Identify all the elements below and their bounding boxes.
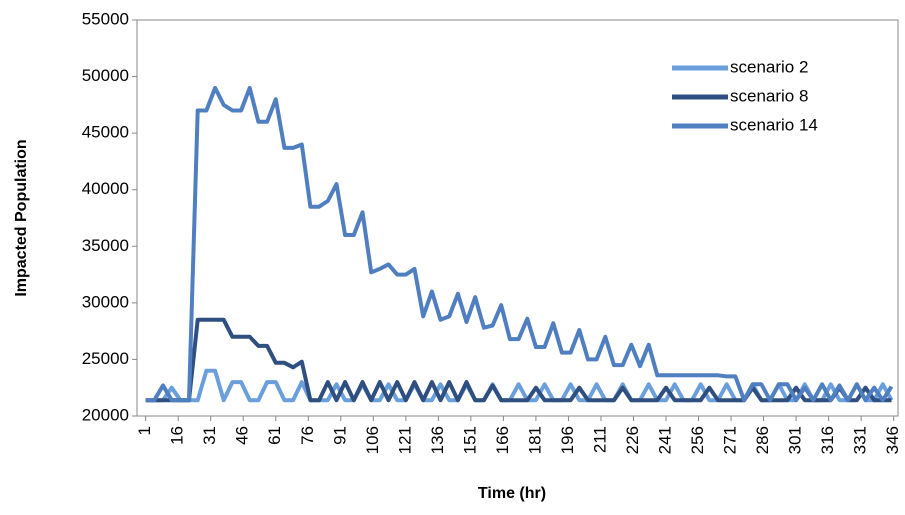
y-tick-label: 50000 [82, 66, 129, 85]
x-tick-label: 346 [883, 426, 902, 454]
x-tick-label: 256 [688, 426, 707, 454]
x-tick-label: 31 [200, 426, 219, 445]
series-line [145, 317, 892, 403]
legend-label: scenario 2 [730, 57, 808, 76]
x-tick-label: 76 [298, 426, 317, 445]
y-tick-label: 35000 [82, 236, 129, 255]
x-tick-label: 271 [721, 426, 740, 454]
y-tick-label: 30000 [82, 292, 129, 311]
legend-label: scenario 14 [730, 115, 818, 134]
y-tick-label: 45000 [82, 123, 129, 142]
series-line [145, 85, 894, 403]
x-tick-label: 286 [753, 426, 772, 454]
x-tick-label: 316 [818, 426, 837, 454]
x-tick-label: 106 [363, 426, 382, 454]
x-tick-label: 46 [233, 426, 252, 445]
x-tick-label: 181 [525, 426, 544, 454]
y-axis-title: Impacted Population [13, 139, 30, 296]
x-tick-label: 211 [590, 426, 609, 453]
y-tick-label: 20000 [82, 405, 129, 424]
x-tick-label: 16 [168, 426, 187, 445]
x-tick-label: 121 [395, 426, 414, 454]
x-tick-label: 1 [135, 426, 154, 435]
plot-area [136, 19, 899, 417]
y-tick-label: 25000 [82, 349, 129, 368]
legend-label: scenario 8 [730, 86, 808, 105]
y-tick-label: 40000 [82, 179, 129, 198]
x-tick-label: 91 [330, 426, 349, 445]
x-tick-label: 226 [623, 426, 642, 454]
x-tick-label: 61 [265, 426, 284, 445]
x-axis-title: Time (hr) [478, 485, 546, 502]
x-tick-label: 151 [460, 426, 479, 454]
x-tick-label: 166 [493, 426, 512, 454]
x-tick-label: 241 [655, 426, 674, 454]
x-tick-label: 136 [428, 426, 447, 454]
x-tick-label: 196 [558, 426, 577, 454]
y-tick-label: 55000 [82, 9, 129, 28]
x-tick-label: 331 [851, 426, 870, 454]
x-tick-label: 301 [786, 426, 805, 454]
